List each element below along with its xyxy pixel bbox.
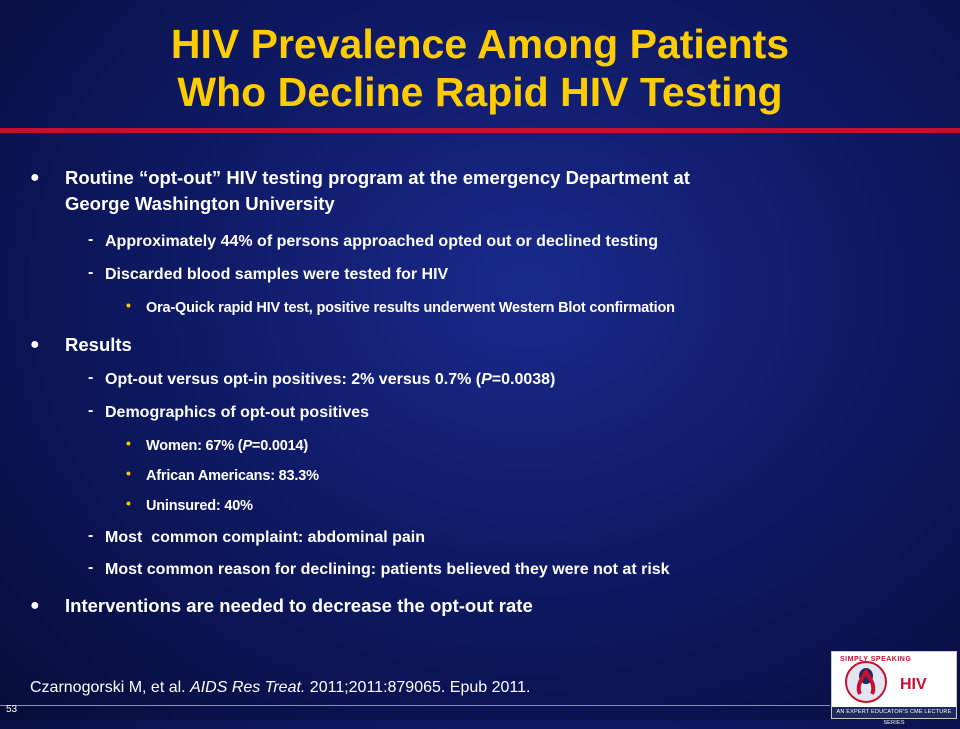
p-italic: P	[481, 371, 492, 388]
simply-speaking-hiv-logo: SIMPLY SPEAKING HIV AN EXPERT EDUCATOR'S…	[831, 651, 957, 726]
small-dot-icon: •	[126, 495, 131, 511]
sub-bullet-complaint: - Most common complaint: abdominal pain	[30, 527, 910, 549]
slide-body: ● Routine “opt-out” HIV testing program …	[30, 165, 910, 619]
detail-text: Uninsured: 40%	[146, 498, 253, 514]
sub-bullet-text-post: =0.0038)	[491, 371, 556, 388]
citation: Czarnogorski M, et al. AIDS Res Treat. 2…	[30, 679, 530, 697]
detail-text: Ora-Quick rapid HIV test, positive resul…	[146, 300, 675, 316]
sub-bullet-blood-samples: - Discarded blood samples were tested fo…	[30, 264, 910, 286]
detail-text: African Americans: 83.3%	[146, 468, 319, 484]
sub-bullet-text: Demographics of opt-out positives	[105, 404, 370, 421]
small-dot-icon: •	[126, 297, 131, 313]
ribbon-icon	[845, 661, 887, 703]
dash-icon: -	[88, 369, 94, 386]
bullet-text: Interventions are needed to decrease the…	[65, 595, 533, 616]
bullet-text-line-1: Routine “opt-out” HIV testing program at…	[65, 167, 690, 188]
sub-bullet-demographics: - Demographics of opt-out positives	[30, 402, 910, 424]
detail-text-post: =0.0014)	[251, 438, 308, 454]
sub-bullet-text: Most common complaint: abdominal pain	[105, 529, 426, 546]
logo-band-text: AN EXPERT EDUCATOR'S CME LECTURE SERIES	[832, 707, 956, 726]
bullet-testing-program: ● Routine “opt-out” HIV testing program …	[30, 165, 910, 217]
sub-bullet-text: Discarded blood samples were tested for …	[105, 266, 449, 283]
title-divider	[0, 128, 960, 133]
title-line-2: Who Decline Rapid HIV Testing	[177, 69, 783, 115]
citation-details: 2011;2011:879065. Epub 2011.	[305, 679, 531, 696]
detail-women: • Women: 67% (P=0.0014)	[30, 435, 910, 456]
bullet-results: ● Results	[30, 332, 910, 358]
sub-bullet-text-pre: Opt-out versus opt-in positives: 2% vers…	[105, 371, 482, 388]
p-italic: P	[242, 438, 252, 454]
sub-bullet-text: Most common reason for declining: patien…	[105, 561, 670, 578]
slide-title: HIV Prevalence Among Patients Who Declin…	[0, 20, 960, 116]
bullet-dot-icon: ●	[30, 597, 40, 614]
bullet-text: Results	[65, 334, 132, 355]
sub-bullet-text: Approximately 44% of persons approached …	[105, 233, 658, 250]
detail-text-pre: Women: 67% (	[146, 438, 243, 454]
bullet-dot-icon: ●	[30, 336, 40, 353]
logo-top-text: SIMPLY SPEAKING	[840, 656, 912, 663]
dash-icon: -	[88, 402, 94, 419]
citation-journal: AIDS Res Treat.	[190, 679, 306, 696]
bullet-interventions: ● Interventions are needed to decrease t…	[30, 593, 910, 619]
sub-bullet-opted-out: - Approximately 44% of persons approache…	[30, 231, 910, 253]
footer-divider	[0, 705, 830, 706]
detail-ora-quick: • Ora-Quick rapid HIV test, positive res…	[30, 297, 910, 318]
detail-uninsured: • Uninsured: 40%	[30, 495, 910, 516]
slide-number: 53	[6, 704, 18, 715]
small-dot-icon: •	[126, 435, 131, 451]
sub-bullet-reason-declining: - Most common reason for declining: pati…	[30, 559, 910, 581]
logo-main-text: HIV	[900, 676, 927, 693]
sub-bullet-opt-out-vs-opt-in: - Opt-out versus opt-in positives: 2% ve…	[30, 369, 910, 391]
dash-icon: -	[88, 527, 94, 544]
bullet-text-line-2: George Washington University	[65, 193, 335, 214]
dash-icon: -	[88, 231, 94, 248]
title-line-1: HIV Prevalence Among Patients	[170, 21, 790, 67]
citation-authors: Czarnogorski M, et al.	[30, 679, 191, 696]
bullet-dot-icon: ●	[30, 169, 40, 186]
dash-icon: -	[88, 264, 94, 281]
dash-icon: -	[88, 559, 94, 576]
detail-african-americans: • African Americans: 83.3%	[30, 465, 910, 486]
small-dot-icon: •	[126, 465, 131, 481]
